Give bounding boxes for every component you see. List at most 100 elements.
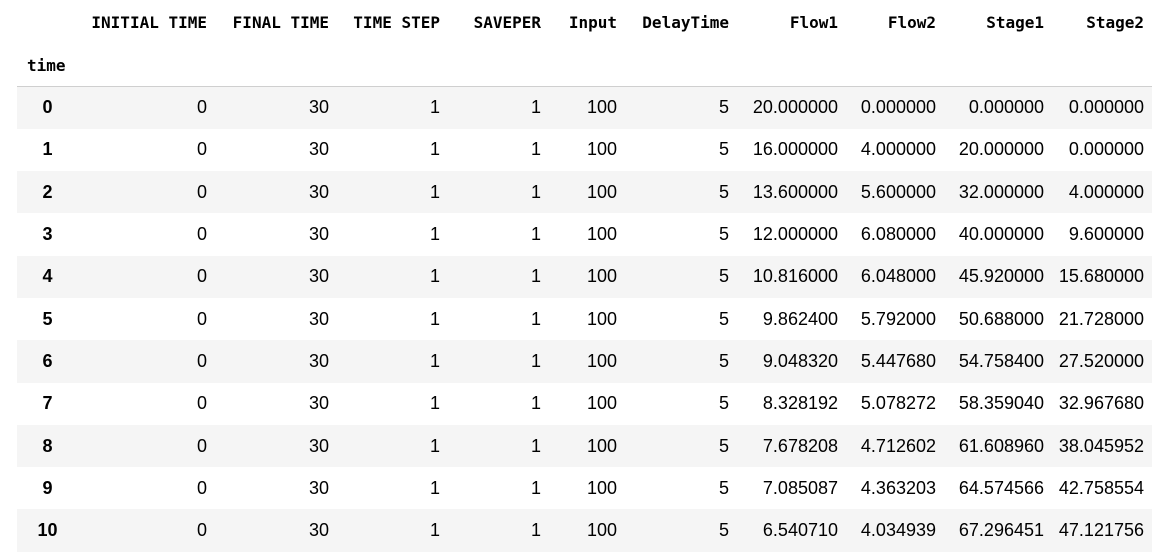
table-cell: 4.363203 (860, 477, 936, 498)
table-cell: 30 (308, 266, 329, 287)
header-spacer (215, 44, 337, 87)
table-cell: 5 (718, 181, 729, 202)
table-cell: 30 (308, 97, 329, 118)
table-cell: 5 (718, 97, 729, 118)
table-cell: 100 (586, 477, 617, 498)
table-cell: 30 (308, 435, 329, 456)
column-header: Stage2 (1086, 12, 1144, 32)
table-cell: 6.080000 (860, 224, 936, 245)
column-header: TIME STEP (353, 12, 440, 32)
table-cell: 20.000000 (752, 97, 838, 118)
table-cell: 1 (429, 139, 440, 160)
table-cell: 0 (196, 308, 207, 329)
table-cell: 1 (429, 181, 440, 202)
table-cell: 42.758554 (1058, 477, 1144, 498)
table-cell: 1 (429, 435, 440, 456)
corner-cell (17, 0, 78, 44)
table-cell: 1 (530, 520, 541, 541)
table-cell: 1 (530, 477, 541, 498)
table-cell: 100 (586, 97, 617, 118)
table-cell: 100 (586, 393, 617, 414)
table-cell: 4.000000 (1068, 181, 1144, 202)
table-row: 6 0 30 1 1 100 5 9.048320 5.447680 54.758400 27.52… (17, 340, 1152, 383)
table-cell: 64.574566 (958, 477, 1044, 498)
table-cell: 12.000000 (752, 224, 838, 245)
table-cell: 1 (429, 350, 440, 371)
table-cell: 30 (308, 393, 329, 414)
table-cell: 1 (530, 266, 541, 287)
table-cell: 9.048320 (762, 350, 838, 371)
table-cell: 4.034939 (860, 520, 936, 541)
table-cell: 1 (530, 393, 541, 414)
table-cell: 6.540710 (762, 520, 838, 541)
table-cell: 1 (530, 350, 541, 371)
table-cell: 7.678208 (762, 435, 838, 456)
table-cell: 30 (308, 308, 329, 329)
table-cell: 21.728000 (1058, 308, 1144, 329)
column-header: Input (568, 12, 617, 32)
table-cell: 1 (530, 139, 541, 160)
table-row: 2 0 30 1 1 100 5 13.600000 5.600000 32.000000 4.00… (17, 171, 1152, 214)
table-cell: 0 (196, 520, 207, 541)
header-spacer (625, 44, 737, 87)
table-cell: 0 (196, 97, 207, 118)
table-cell: 5 (718, 266, 729, 287)
row-index: 4 (42, 266, 53, 287)
table-row: 1 0 30 1 1 100 5 16.000000 4.000000 20.000000 0.00… (17, 129, 1152, 171)
table-cell: 5 (718, 477, 729, 498)
table-cell: 27.520000 (1058, 350, 1144, 371)
table-cell: 5 (718, 350, 729, 371)
table-cell: 7.085087 (762, 477, 838, 498)
table-cell: 100 (586, 435, 617, 456)
table-cell: 100 (586, 139, 617, 160)
table-cell: 47.121756 (1058, 520, 1144, 541)
table-cell: 5 (718, 308, 729, 329)
table-cell: 100 (586, 520, 617, 541)
table-cell: 1 (530, 308, 541, 329)
header-spacer (1052, 44, 1152, 87)
table-cell: 5.447680 (860, 350, 936, 371)
table-row: 3 0 30 1 1 100 5 12.000000 6.080000 40.000000 9.60… (17, 213, 1152, 255)
table-cell: 100 (586, 224, 617, 245)
dataframe-table: INITIAL TIME FINAL TIME TIME STEP SAVEPER In… (17, 0, 1152, 552)
row-index: 0 (42, 97, 53, 118)
table-cell: 0 (196, 224, 207, 245)
table-cell: 5 (718, 393, 729, 414)
row-index: 8 (42, 435, 53, 456)
table-cell: 1 (429, 520, 440, 541)
header-spacer (549, 44, 625, 87)
table-cell: 5.078272 (860, 393, 936, 414)
table-row: 9 0 30 1 1 100 5 7.085087 4.363203 64.574566 42.75… (17, 467, 1152, 509)
table-cell: 45.920000 (958, 266, 1044, 287)
table-cell: 100 (586, 308, 617, 329)
table-row: 10 0 30 1 1 100 5 6.540710 4.034939 67.296451 47.1… (17, 509, 1152, 552)
table-row: 5 0 30 1 1 100 5 9.862400 5.792000 50.688000 21.72… (17, 298, 1152, 340)
table-cell: 4.000000 (860, 139, 936, 160)
column-header-row: INITIAL TIME FINAL TIME TIME STEP SAVEPER In… (17, 0, 1152, 44)
table-cell: 0 (196, 266, 207, 287)
table-row: 8 0 30 1 1 100 5 7.678208 4.712602 61.608960 38.04… (17, 424, 1152, 468)
table-cell: 67.296451 (958, 520, 1044, 541)
table-cell: 40.000000 (958, 224, 1044, 245)
table-cell: 5 (718, 435, 729, 456)
table-body: 0 0 30 1 1 100 5 20.000000 0.000000 0.000000 0.000… (17, 86, 1152, 552)
header-spacer (337, 44, 448, 87)
table-header: INITIAL TIME FINAL TIME TIME STEP SAVEPER In… (17, 0, 1152, 87)
table-cell: 100 (586, 181, 617, 202)
header-spacer (448, 44, 549, 87)
table-cell: 30 (308, 350, 329, 371)
table-cell: 20.000000 (958, 139, 1044, 160)
table-cell: 13.600000 (752, 181, 838, 202)
table-cell: 5 (718, 139, 729, 160)
table-cell: 58.359040 (958, 393, 1044, 414)
row-index: 9 (42, 477, 53, 498)
row-index: 5 (42, 308, 53, 329)
table-cell: 9.862400 (762, 308, 838, 329)
table-cell: 30 (308, 181, 329, 202)
row-index: 1 (42, 139, 53, 160)
row-index: 2 (42, 181, 53, 202)
table-cell: 0 (196, 181, 207, 202)
table-cell: 0 (196, 139, 207, 160)
row-index: 6 (42, 350, 53, 371)
table-cell: 0 (196, 477, 207, 498)
